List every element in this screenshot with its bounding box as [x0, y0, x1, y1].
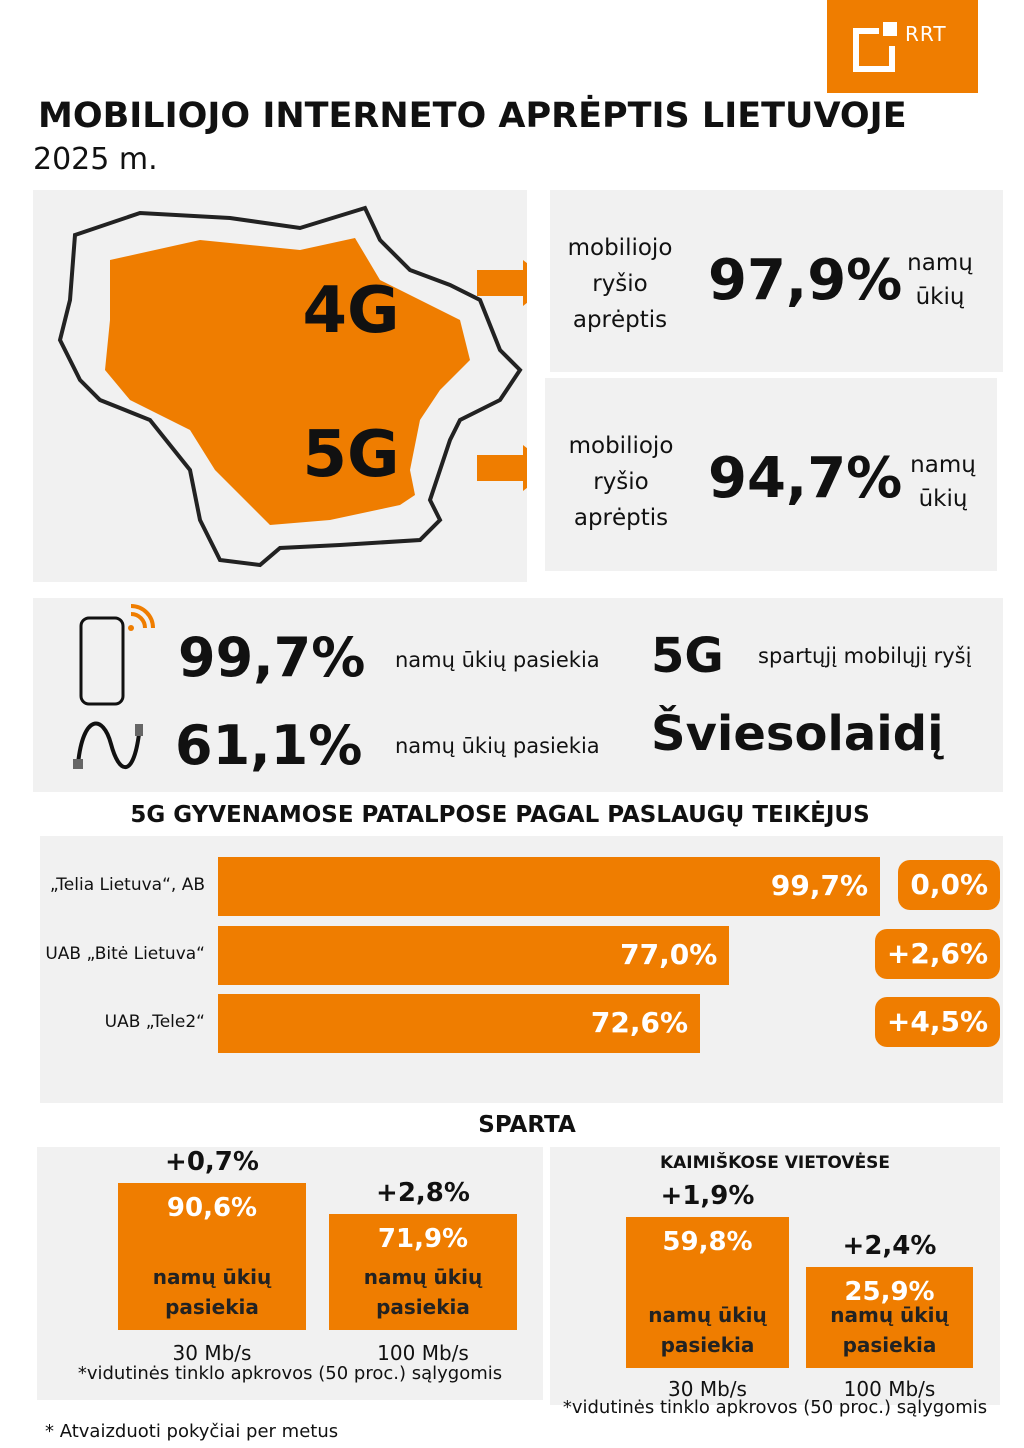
- column: 90,6% namų ūkių pasiekia: [118, 1183, 306, 1330]
- reach-description: spartųjį mobilųjį ryšį: [758, 644, 972, 668]
- speed-title: SPARTA: [478, 1112, 576, 1138]
- category-label: 100 Mb/s: [843, 1377, 936, 1401]
- title: MOBILIOJO INTERNETO APRĖPTIS LIETUVOJE: [38, 96, 907, 136]
- logo-text: RRT: [905, 22, 947, 46]
- map-area: [105, 238, 470, 525]
- value-label: 25,9%: [844, 1276, 935, 1307]
- map-outline: [57, 205, 523, 568]
- value-label: 77,0%: [620, 937, 718, 971]
- bar: 77,0%: [218, 925, 730, 985]
- coverage-value: 97,9%: [708, 248, 903, 313]
- coverage-text: mobiliojo ryšio aprėptis: [568, 433, 674, 531]
- change-label: +4,5%: [886, 1005, 988, 1038]
- icons: [73, 604, 155, 770]
- chart-title: 5G GYVENAMOSE PATALPOSE PAGAL PASLAUGŲ T…: [130, 802, 870, 828]
- change-label: +2,4%: [842, 1230, 937, 1261]
- reach-tech: 5G: [651, 628, 724, 684]
- value-label: 71,9%: [377, 1223, 469, 1254]
- category-label: UAB „Bitė Lietuva“: [45, 943, 205, 964]
- speed-subtitle: KAIMIŠKOSE VIETOVĖSE: [659, 1153, 891, 1173]
- speed-panel: 90,6% namų ūkių pasiekia +0,7% 30 Mb/s 71,9%…: [37, 1147, 543, 1400]
- category-label: 100 Mb/s: [377, 1341, 469, 1365]
- value-label: 72,6%: [590, 1006, 689, 1039]
- column: 59,8% namų ūkių pasiekia: [626, 1216, 789, 1368]
- change-badge: +2,6%: [874, 928, 1000, 979]
- reach-text: namų ūkių pasiekia: [395, 648, 600, 672]
- change-badge: +4,5%: [874, 997, 1000, 1047]
- map: 4G 5G: [57, 205, 553, 568]
- bar-text: namų ūkių pasiekia: [830, 1302, 949, 1357]
- reach-panel: 99,7% namų ūkių pasiekia 5G spartųjį mob…: [33, 598, 1003, 792]
- change-label: 0,0%: [910, 868, 988, 901]
- reach-value: 99,7%: [178, 626, 366, 689]
- providers-panel: „Telia Lietuva“, AB 99,7% 0,0% UAB „Bitė Li…: [40, 836, 1003, 1103]
- bar: 72,6%: [218, 994, 701, 1053]
- logo-icon: [853, 22, 897, 72]
- category-label: UAB „Tele2“: [104, 1012, 205, 1032]
- map-label: 4G: [302, 274, 399, 348]
- bar-text: namų ūkių pasiekia: [363, 1264, 483, 1319]
- value-label: 99,7%: [770, 869, 868, 902]
- bar: 99,7%: [218, 857, 880, 916]
- reach-tech: Šviesolaidį: [651, 706, 944, 762]
- change-label: +2,8%: [376, 1177, 470, 1208]
- bar-text: namų ūkių pasiekia: [648, 1302, 767, 1357]
- value-label: 90,6%: [166, 1193, 258, 1224]
- speed-panel: KAIMIŠKOSE VIETOVĖSE 59,8% namų ūkių pasi…: [550, 1147, 1000, 1418]
- change-label: +2,6%: [886, 936, 988, 970]
- category-label: „Telia Lietuva“, AB: [49, 875, 205, 895]
- change-label: +0,7%: [165, 1147, 259, 1178]
- value-label: 59,8%: [662, 1226, 753, 1257]
- category-label: 30 Mb/s: [668, 1377, 747, 1401]
- coverage-unit: namų ūkių: [907, 250, 973, 310]
- coverage-unit: namų ūkių: [910, 452, 976, 512]
- subtitle: 2025 m.: [33, 142, 158, 177]
- coverage-box: mobiliojo ryšio aprėptis 94,7% namų ūkių: [545, 378, 997, 571]
- footnote: * Atvaizduoti pokyčiai per metus: [45, 1421, 339, 1442]
- map-label: 5G: [302, 418, 399, 492]
- category-label: 30 Mb/s: [172, 1341, 252, 1365]
- column: 25,9% namų ūkių pasiekia: [806, 1266, 973, 1368]
- change-badge: 0,0%: [898, 860, 1000, 910]
- note: *vidutinės tinklo apkrovos (50 proc.) są…: [77, 1363, 503, 1384]
- bar-text: namų ūkių pasiekia: [152, 1264, 272, 1319]
- column: 71,9% namų ūkių pasiekia: [329, 1213, 517, 1330]
- reach-value: 61,1%: [175, 714, 363, 777]
- coverage-box: mobiliojo ryšio aprėptis 97,9% namų ūkių: [550, 190, 1003, 372]
- arrow: [477, 445, 553, 491]
- logo: RRT: [827, 0, 978, 93]
- arrow: [477, 260, 553, 306]
- map-panel: 4G 5G: [33, 190, 553, 582]
- reach-text: namų ūkių pasiekia: [395, 734, 600, 758]
- change-label: +1,9%: [660, 1180, 755, 1211]
- coverage-text: mobiliojo ryšio aprėptis: [567, 235, 673, 333]
- note: *vidutinės tinklo apkrovos (50 proc.) są…: [562, 1397, 988, 1418]
- coverage-value: 94,7%: [708, 446, 903, 511]
